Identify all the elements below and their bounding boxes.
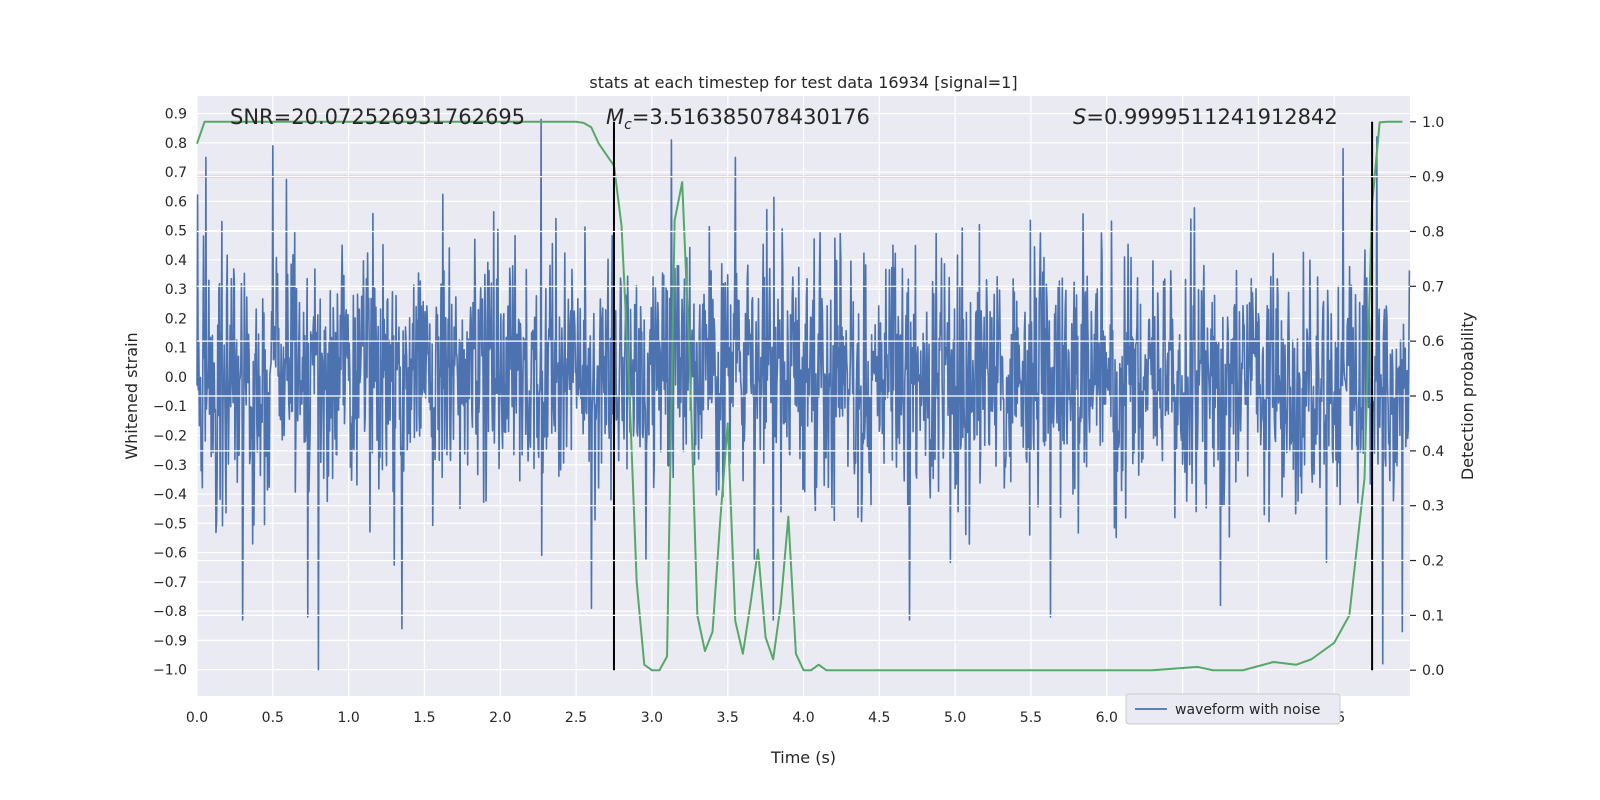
statistic-symbol: S xyxy=(1073,105,1086,129)
y-tick-label: −0.3 xyxy=(153,458,187,474)
y-ticks: 0.9 0.8 0.7 0.6 0.5 0.4 0.3 0.2 0.1 0.0 −0.1 −0.2 −0… xyxy=(153,107,187,679)
probability-line xyxy=(196,120,1403,672)
chirp-mass-value: =3.516385078430176 xyxy=(632,105,870,129)
y-tick-label: −0.8 xyxy=(153,604,187,620)
y-tick-label: 0.3 xyxy=(165,282,187,298)
statistic-value: =0.9999511241912842 xyxy=(1086,105,1337,129)
y2-tick-label: 0.0 xyxy=(1422,663,1444,679)
y2-tick-label: 0.2 xyxy=(1422,554,1444,570)
y2-tick-label: 0.1 xyxy=(1422,608,1444,624)
y-tick-label: −0.2 xyxy=(153,429,187,445)
y2-tick-label: 0.8 xyxy=(1422,224,1444,240)
y-tick-label: −0.7 xyxy=(153,575,187,591)
y2-tick-label: 0.9 xyxy=(1422,170,1444,186)
x-tick-label: 1.5 xyxy=(413,710,435,726)
y-tick-label: −0.5 xyxy=(153,516,187,532)
x-tick-label: 3.0 xyxy=(641,710,663,726)
x-tick-label: 5.5 xyxy=(1020,710,1042,726)
snr-annotation-text: SNR=20.072526931762695 xyxy=(230,105,525,129)
y-tick-label: 0.7 xyxy=(165,165,187,181)
y-tick-label: −0.4 xyxy=(153,487,187,503)
y-tick-label: 0.5 xyxy=(165,224,187,240)
y2-ticks: 1.0 0.9 0.8 0.7 0.6 0.5 0.4 0.3 0.2 0.1 0.0 xyxy=(1410,115,1444,679)
waveform-layer xyxy=(196,118,1411,671)
x-tick-label: 2.5 xyxy=(565,710,587,726)
x-axis-label: Time (s) xyxy=(770,748,836,767)
y-tick-label: 0.1 xyxy=(165,341,187,357)
y2-tick-label: 0.3 xyxy=(1422,499,1444,515)
y2-tick-label: 0.5 xyxy=(1422,389,1444,405)
y-tick-label: −1.0 xyxy=(153,663,187,679)
waveform-line xyxy=(196,118,1411,671)
x-tick-label: 6.0 xyxy=(1096,710,1118,726)
snr-annotation: SNR=20.072526931762695 xyxy=(230,105,525,129)
chirp-mass-annotation: Mc=3.516385078430176 xyxy=(606,105,870,133)
y2-axis-label: Detection probability xyxy=(1458,312,1477,480)
chirp-mass-symbol: M xyxy=(606,105,624,129)
x-tick-label: 2.0 xyxy=(489,710,511,726)
x-tick-label: 3.5 xyxy=(717,710,739,726)
y2-tick-label: 0.7 xyxy=(1422,279,1444,295)
chart-title: stats at each timestep for test data 169… xyxy=(589,73,1017,92)
y-tick-label: 0.4 xyxy=(165,253,187,269)
y-tick-label: −0.6 xyxy=(153,546,187,562)
x-tick-label: 5.0 xyxy=(944,710,966,726)
chirp-mass-subscript: c xyxy=(624,117,632,133)
x-tick-label: 4.5 xyxy=(868,710,890,726)
y-tick-label: 0.2 xyxy=(165,311,187,327)
y2-tick-label: 0.6 xyxy=(1422,334,1444,350)
y-tick-label: 0.0 xyxy=(165,370,187,386)
x-tick-label: 0.0 xyxy=(186,710,208,726)
y-tick-label: 0.8 xyxy=(165,136,187,152)
statistic-annotation: S=0.9999511241912842 xyxy=(1073,105,1338,129)
y-tick-label: 0.9 xyxy=(165,107,187,123)
legend-label-waveform: waveform with noise xyxy=(1175,702,1320,718)
x-tick-label: 1.0 xyxy=(337,710,359,726)
y-tick-label: −0.1 xyxy=(153,399,187,415)
secondary-grid-lines xyxy=(197,176,1410,616)
x-tick-label: 4.0 xyxy=(792,710,814,726)
probability-layer xyxy=(196,120,1403,672)
legend: waveform with noise xyxy=(1125,693,1341,725)
y-tick-label: 0.6 xyxy=(165,194,187,210)
y2-tick-label: 0.4 xyxy=(1422,444,1444,460)
y-axis-label: Whitened strain xyxy=(122,332,141,459)
x-tick-label: 0.5 xyxy=(262,710,284,726)
legend-box xyxy=(1125,693,1341,725)
y2-tick-label: 1.0 xyxy=(1422,115,1444,131)
y-tick-label: −0.9 xyxy=(153,633,187,649)
